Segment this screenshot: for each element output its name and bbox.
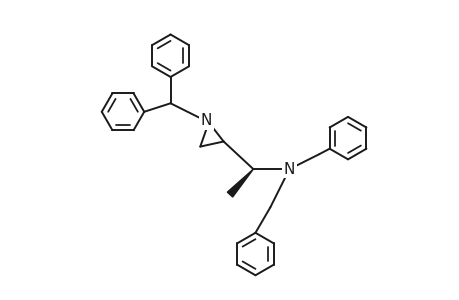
Text: N: N — [283, 162, 295, 177]
Polygon shape — [227, 169, 253, 197]
Text: N: N — [200, 113, 212, 128]
